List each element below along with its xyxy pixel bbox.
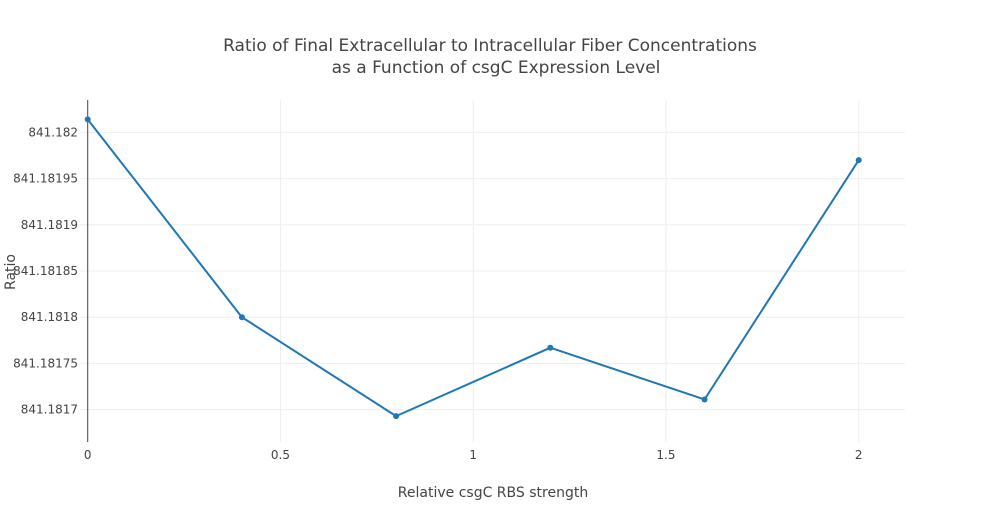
text-layer: Ratio of Final Extracellular to Intracel… (3, 36, 757, 501)
data-point[interactable] (393, 413, 400, 420)
x-tick-label: 0 (84, 448, 92, 462)
series-layer (84, 116, 862, 420)
grid-layer (80, 100, 905, 442)
data-point[interactable] (547, 344, 554, 351)
data-point[interactable] (84, 116, 91, 123)
y-tick-label: 841.1817 (21, 403, 78, 417)
chart-title-line-1: Ratio of Final Extracellular to Intracel… (223, 36, 757, 56)
y-axis-title: Ratio (3, 254, 19, 290)
data-point[interactable] (238, 314, 245, 321)
chart-title-line-2: as a Function of csgC Expression Level (332, 58, 661, 78)
axis-layer: 841.1817 841.18175 841.1818 841.18185 841.18… (13, 100, 863, 462)
data-point[interactable] (701, 396, 708, 403)
x-tick-label: 1.5 (656, 448, 675, 462)
y-tick-label: 841.1818 (21, 310, 78, 324)
y-tick-label: 841.1819 (21, 218, 78, 232)
x-tick-label: 2 (855, 448, 863, 462)
x-tick-label: 0.5 (271, 448, 290, 462)
x-tick-label: 1 (469, 448, 477, 462)
data-point[interactable] (855, 157, 862, 164)
y-tick-label: 841.182 (28, 125, 78, 139)
y-tick-label: 841.18185 (13, 264, 78, 278)
y-tick-label: 841.18195 (13, 172, 78, 186)
x-axis-title: Relative csgC RBS strength (398, 485, 588, 501)
y-tick-label: 841.18175 (13, 356, 78, 370)
series-line (86, 118, 860, 418)
